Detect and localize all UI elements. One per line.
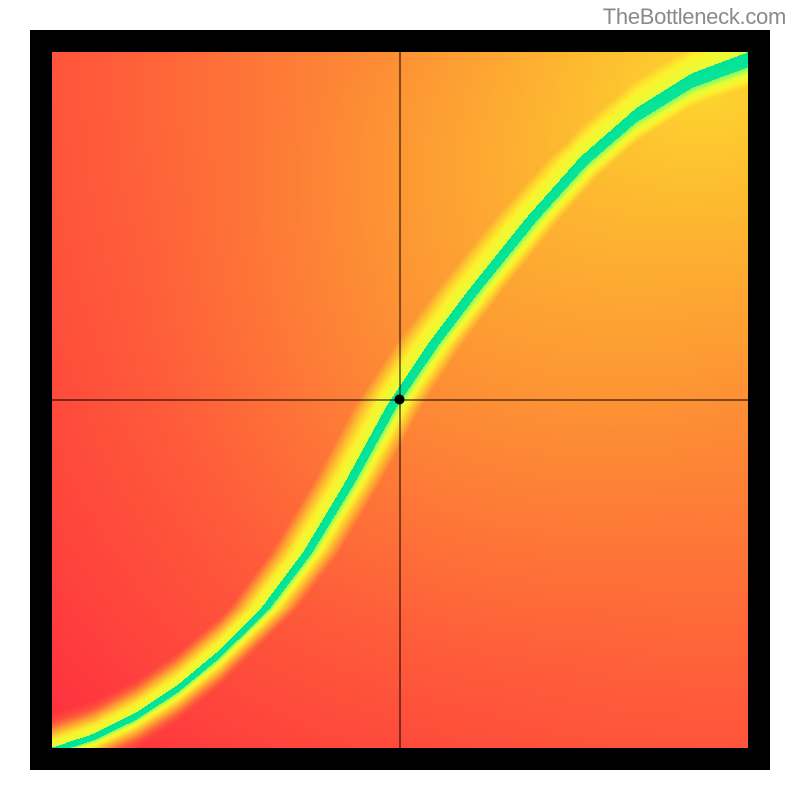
bottleneck-heatmap xyxy=(30,30,770,770)
attribution-label: TheBottleneck.com xyxy=(603,4,786,30)
